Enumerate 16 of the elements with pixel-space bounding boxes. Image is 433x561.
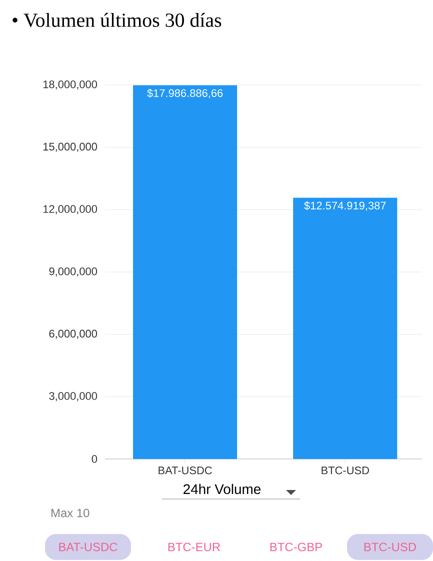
- y-tick-label: 12,000,000: [43, 205, 98, 214]
- y-tick-label: 0: [92, 455, 98, 463]
- y-tick-label: 15,000,000: [43, 142, 98, 152]
- text: BTC-GBP: [270, 542, 322, 552]
- data-label: $17.986.886,66: [147, 88, 223, 98]
- text: Max 10: [52, 508, 90, 518]
- data-label: $12.574.919,387: [304, 201, 386, 211]
- chart-title: • Volumen últimos 30 días: [12, 12, 222, 28]
- x-axis-title: 24hr Volume: [184, 484, 261, 494]
- text: BTC-USD: [364, 542, 416, 552]
- text: BAT-USDC: [59, 542, 118, 552]
- y-tick-label: 9,000,000: [49, 267, 98, 277]
- y-tick-label: 18,000,000: [43, 80, 98, 90]
- text: BTC-EUR: [168, 542, 220, 552]
- y-tick-label: 3,000,000: [49, 392, 98, 402]
- y-tick-label: 6,000,000: [49, 330, 98, 339]
